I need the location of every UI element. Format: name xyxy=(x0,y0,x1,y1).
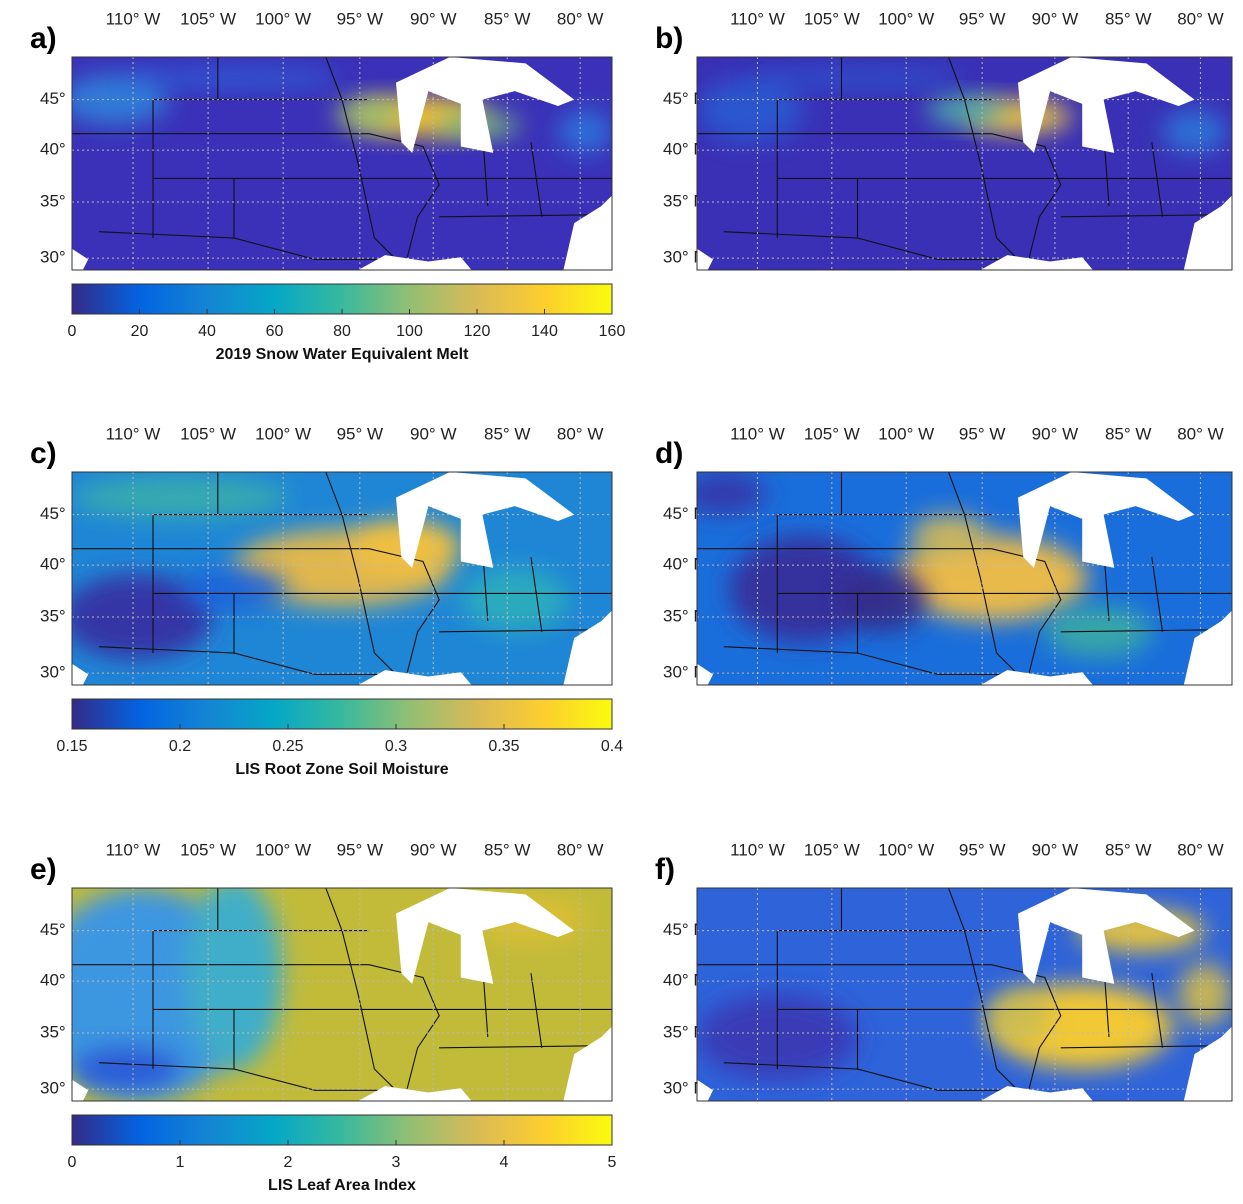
map-region xyxy=(1179,963,1233,1027)
colorbar-title: 2019 Snow Water Equivalent Melt xyxy=(216,346,469,363)
longitude-label: 105° W xyxy=(804,9,860,28)
longitude-label: 80° W xyxy=(1177,9,1223,28)
colorbar-title: LIS Root Zone Soil Moisture xyxy=(235,761,448,778)
map-region xyxy=(126,68,342,89)
colorbar-tick-label: 3 xyxy=(392,1154,401,1171)
longitude-label: 105° W xyxy=(804,840,860,859)
colorbar-tick-label: 2 xyxy=(284,1154,293,1171)
longitude-label: 110° W xyxy=(106,840,161,859)
colorbar-tick-label: 0.3 xyxy=(385,738,407,755)
figure: a) 110° W 105° W 100° W 95° W 90° W 85° W 80° W… xyxy=(0,0,1243,1204)
longitude-label: 95° W xyxy=(959,424,1005,443)
longitude-label: 105° W xyxy=(180,840,236,859)
longitude-label: 85° W xyxy=(1105,424,1151,443)
longitude-label: 105° W xyxy=(180,424,236,443)
map-region xyxy=(986,990,1050,1041)
map-region xyxy=(1162,110,1226,153)
panel-label: f) xyxy=(655,853,675,886)
longitude-label: 85° W xyxy=(484,9,530,28)
colorbar-tick-label: 60 xyxy=(266,323,284,340)
longitude-label: 90° W xyxy=(1032,424,1078,443)
longitude-label: 80° W xyxy=(557,424,603,443)
map-region xyxy=(751,68,965,89)
colorbar-tick-label: 0 xyxy=(68,1154,77,1171)
map-region xyxy=(72,476,288,519)
panel-label: b) xyxy=(655,22,683,55)
map xyxy=(61,472,612,685)
longitude-label: 100° W xyxy=(255,424,311,443)
colorbar-tick-label: 0.35 xyxy=(488,738,519,755)
longitude-label: 95° W xyxy=(337,840,383,859)
panel-label: c) xyxy=(30,437,57,470)
longitude-label: 110° W xyxy=(730,424,785,443)
map-region xyxy=(841,568,927,632)
longitude-label: 105° W xyxy=(804,424,860,443)
colorbar-tick-label: 0.2 xyxy=(169,738,191,755)
longitude-label: 100° W xyxy=(255,9,311,28)
panel-label: e) xyxy=(30,853,57,886)
map-region xyxy=(697,78,804,142)
longitude-label: 90° W xyxy=(410,840,456,859)
colorbar-tick-label: 0 xyxy=(68,323,77,340)
colorbar-tick-label: 120 xyxy=(464,323,491,340)
longitude-label: 105° W xyxy=(180,9,236,28)
longitude-label: 90° W xyxy=(410,424,456,443)
longitude-label: 85° W xyxy=(484,840,530,859)
colorbar-tick-label: 20 xyxy=(131,323,149,340)
longitude-label: 90° W xyxy=(1032,840,1078,859)
colorbar-tick-label: 0.4 xyxy=(601,738,623,755)
colorbar-tick-label: 140 xyxy=(531,323,558,340)
longitude-label: 85° W xyxy=(484,424,530,443)
longitude-label: 90° W xyxy=(1032,9,1078,28)
panel-label: d) xyxy=(655,437,683,470)
colorbar-tick-label: 0.15 xyxy=(56,738,87,755)
colorbar-tick-label: 1 xyxy=(176,1154,185,1171)
colorbar-tick-label: 100 xyxy=(396,323,423,340)
longitude-label: 95° W xyxy=(337,9,383,28)
longitude-label: 100° W xyxy=(255,840,311,859)
colorbar-tick-label: 4 xyxy=(500,1154,509,1171)
longitude-label: 110° W xyxy=(106,9,161,28)
longitude-label: 110° W xyxy=(106,424,161,443)
longitude-label: 95° W xyxy=(337,424,383,443)
longitude-label: 100° W xyxy=(878,840,934,859)
map-region xyxy=(911,515,986,558)
longitude-label: 80° W xyxy=(557,9,603,28)
map-region xyxy=(72,1048,180,1091)
longitude-label: 90° W xyxy=(410,9,456,28)
map-region xyxy=(558,110,612,153)
longitude-label: 85° W xyxy=(1105,840,1151,859)
map xyxy=(681,472,1232,685)
map xyxy=(61,57,612,270)
colorbar-tick-label: 160 xyxy=(599,323,626,340)
colorbar-title: LIS Leaf Area Index xyxy=(268,1177,416,1194)
colorbar xyxy=(72,1115,612,1145)
longitude-label: 100° W xyxy=(878,424,934,443)
panel-label: a) xyxy=(30,22,57,55)
colorbar-tick-label: 80 xyxy=(333,323,351,340)
longitude-label: 80° W xyxy=(1177,840,1223,859)
longitude-label: 110° W xyxy=(730,9,785,28)
colorbar-tick-label: 5 xyxy=(608,1154,617,1171)
longitude-label: 85° W xyxy=(1105,9,1151,28)
longitude-label: 110° W xyxy=(730,840,785,859)
map xyxy=(697,888,1232,1101)
colorbar-tick-label: 0.25 xyxy=(272,738,303,755)
map xyxy=(697,57,1232,270)
longitude-label: 95° W xyxy=(959,840,1005,859)
longitude-label: 100° W xyxy=(878,9,934,28)
colorbar-tick-label: 40 xyxy=(198,323,216,340)
map-region xyxy=(461,568,569,632)
longitude-label: 80° W xyxy=(557,840,603,859)
map xyxy=(34,877,612,1101)
longitude-label: 95° W xyxy=(959,9,1005,28)
longitude-label: 80° W xyxy=(1177,424,1223,443)
colorbar xyxy=(72,699,612,729)
